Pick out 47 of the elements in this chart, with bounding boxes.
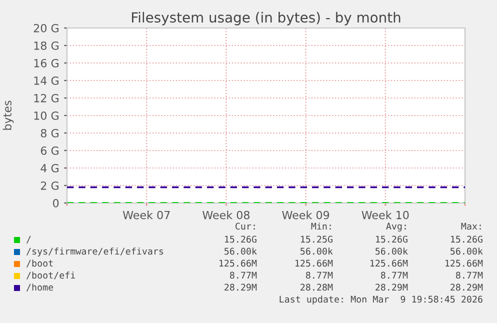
x-tick-label: Week 10 bbox=[362, 210, 409, 220]
text: 125.66M bbox=[295, 260, 333, 267]
text: 8.77M bbox=[230, 272, 257, 279]
text: 125.66M bbox=[445, 260, 483, 267]
x-tick-label: Week 09 bbox=[282, 210, 330, 220]
text: 8.77M bbox=[380, 272, 408, 279]
text: Min: bbox=[311, 222, 331, 230]
text: 56.00k bbox=[450, 248, 483, 255]
x-tick-label: Week 07 bbox=[122, 210, 170, 220]
chart-title: Filesystem usage (in bytes) - by month bbox=[132, 12, 400, 26]
y-tick-label: 20 G bbox=[34, 24, 58, 32]
text: Avg: bbox=[386, 222, 406, 232]
text: 125.66M bbox=[370, 260, 408, 267]
text: 56.00k bbox=[224, 248, 257, 255]
text: 125.66M bbox=[219, 260, 257, 267]
text: 15.26G bbox=[376, 236, 408, 243]
y-tick-label: 6 G bbox=[40, 146, 58, 155]
text: Last update: Mon Mar 9 19:58:45 2026 bbox=[280, 296, 482, 304]
y-tick-label: 8 G bbox=[40, 128, 58, 138]
y-tick-label: 2 G bbox=[40, 181, 58, 190]
text: Max: bbox=[461, 222, 481, 230]
legend-label: /boot/efi bbox=[26, 272, 76, 280]
legend-label: /sys/firmware/efi/efivars bbox=[26, 248, 164, 256]
text: 8.77M bbox=[306, 272, 333, 279]
legend-label: /boot bbox=[26, 260, 53, 268]
y-tick-label: 10 G bbox=[34, 111, 58, 120]
y-tick-label: 16 G bbox=[34, 58, 58, 68]
text: 15.25G bbox=[300, 236, 332, 243]
y-tick-label: 14 G bbox=[34, 76, 58, 85]
text: 28.29M bbox=[224, 284, 257, 291]
legend-label: / bbox=[26, 236, 31, 244]
y-tick-label: 0 bbox=[53, 198, 59, 208]
text: 15.26G bbox=[224, 236, 256, 243]
y-axis-title: bytes bbox=[2, 100, 14, 130]
y-tick-label: 4 G bbox=[40, 164, 58, 172]
text: 28.29M bbox=[376, 284, 408, 291]
y-tick-label: 18 G bbox=[34, 41, 58, 50]
y-tick-label: 12 G bbox=[34, 94, 58, 102]
text: 56.00k bbox=[300, 248, 333, 255]
legend-label: /home bbox=[26, 284, 54, 292]
text: 8.77M bbox=[456, 272, 483, 279]
text: 28.28M bbox=[300, 284, 333, 291]
text: 28.29M bbox=[450, 284, 483, 291]
text: 56.00k bbox=[376, 248, 408, 255]
text: 15.26G bbox=[450, 236, 482, 243]
text: Cur: bbox=[236, 222, 255, 230]
x-tick-label: Week 08 bbox=[202, 210, 250, 220]
